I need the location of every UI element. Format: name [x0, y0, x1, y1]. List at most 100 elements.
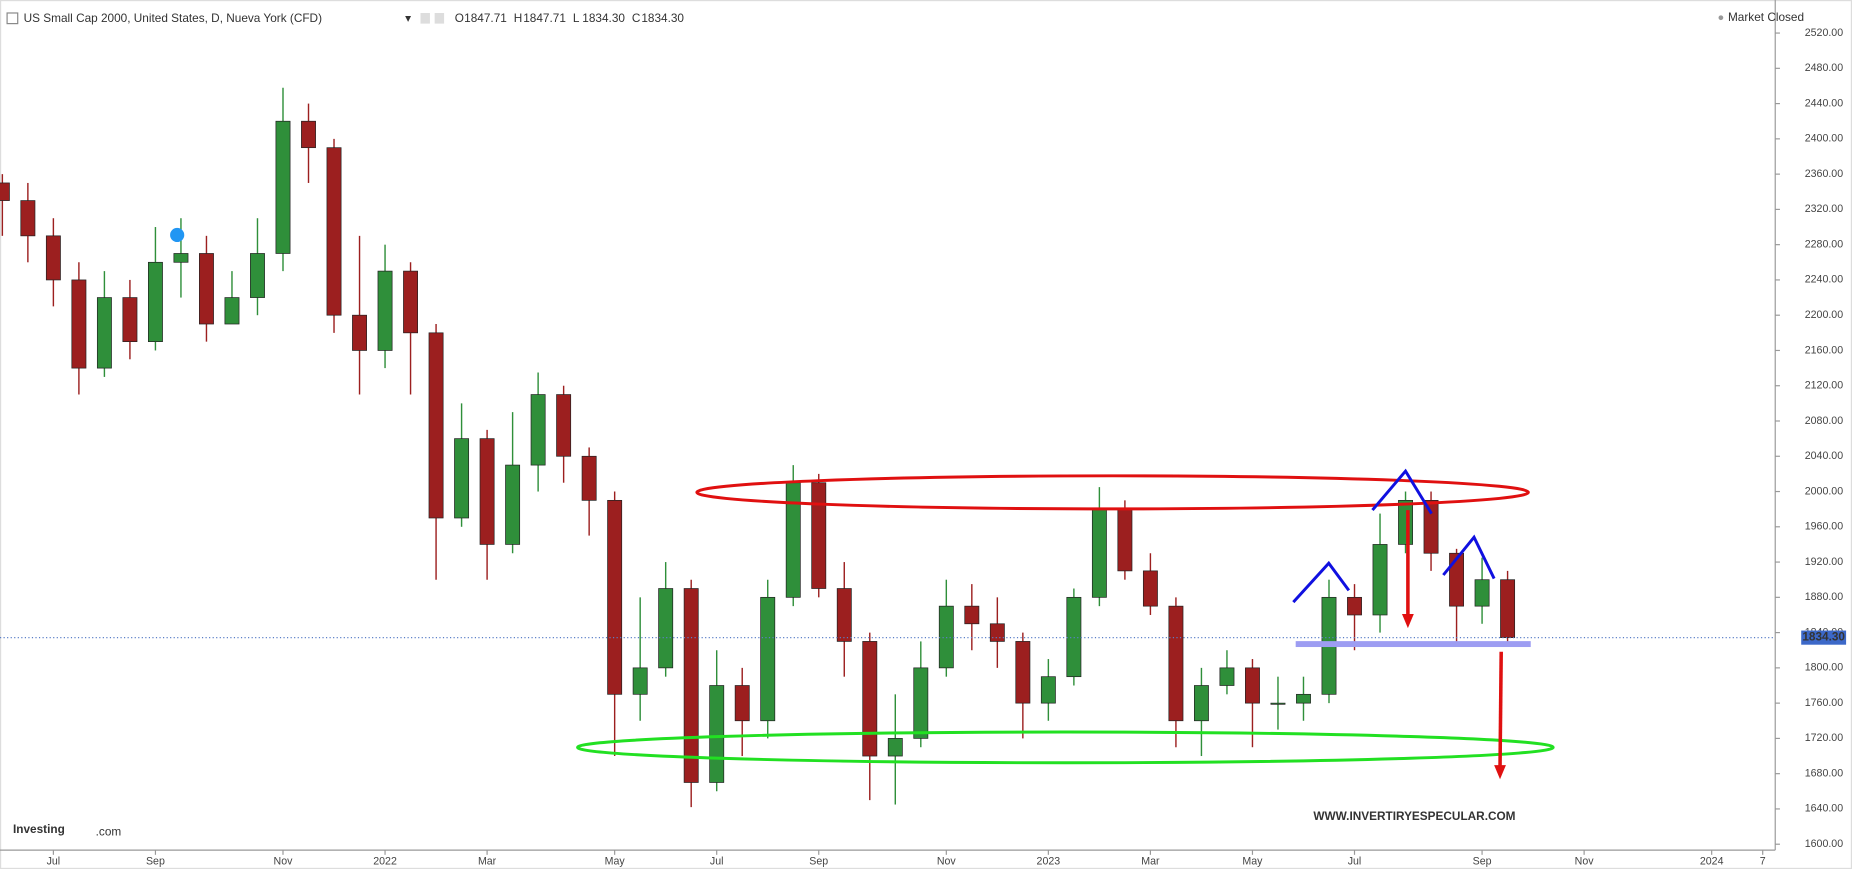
y-tick-label: 2320.00	[1805, 203, 1843, 215]
candle-body	[1270, 702, 1286, 705]
candle-body	[377, 270, 393, 351]
candle-body	[0, 182, 10, 201]
support-ellipse	[576, 730, 1555, 765]
logo-suffix: .com	[96, 825, 122, 839]
x-tick-label: Jul	[1348, 856, 1362, 868]
candle-body	[1500, 579, 1516, 638]
candle-body	[1372, 544, 1388, 616]
watermark: WWW.INVERTIRYESPECULAR.COM	[1313, 809, 1515, 823]
candle-body	[1245, 667, 1260, 704]
y-tick-label: 2040.00	[1805, 450, 1843, 462]
y-tick-label: 2080.00	[1805, 415, 1843, 427]
candle-body	[122, 297, 138, 343]
candle-body	[428, 332, 444, 519]
candle-body	[632, 667, 648, 695]
candle-body	[275, 120, 291, 254]
candle-body	[1347, 596, 1362, 616]
y-tick-label: 2200.00	[1805, 309, 1843, 321]
chart-title: US Small Cap 2000, United States, D, Nue…	[24, 11, 322, 25]
y-tick-label: 1720.00	[1805, 732, 1843, 744]
y-tick-label: 2400.00	[1805, 133, 1843, 145]
collapse-icon[interactable]	[6, 12, 19, 25]
candle-body	[1168, 605, 1184, 722]
x-tick-label: Sep	[1473, 856, 1492, 868]
y-tick-label: 1680.00	[1805, 767, 1843, 779]
candle-body	[556, 394, 572, 457]
y-tick-label: 2440.00	[1805, 97, 1843, 109]
head	[1371, 468, 1433, 515]
quote-value: 1834.30	[641, 11, 684, 25]
market-status: Market Closed	[1728, 10, 1804, 24]
y-tick-label: 2280.00	[1805, 238, 1843, 250]
x-tick-label: Sep	[146, 856, 165, 868]
y-tick-label: 1920.00	[1805, 556, 1843, 568]
x-tick-label: Nov	[274, 856, 294, 868]
candle-body	[1117, 508, 1133, 572]
candle-body	[1296, 693, 1311, 704]
candle-body	[147, 261, 163, 343]
y-tick-label: 2160.00	[1805, 344, 1843, 356]
candle-body	[683, 588, 699, 783]
arrow-head	[1401, 613, 1414, 629]
candle-body	[1474, 579, 1490, 607]
candle-body	[71, 279, 87, 369]
neckline	[1295, 641, 1531, 648]
quote-key: O	[455, 11, 464, 25]
candle-body	[352, 314, 367, 351]
candle-body	[709, 685, 725, 783]
x-tick-label: Sep	[809, 856, 828, 868]
candle-body	[862, 641, 878, 757]
quote-value: 1847.71	[523, 11, 566, 25]
last-price-badge	[1801, 630, 1847, 645]
candle-body	[301, 120, 316, 149]
quote-value: 1834.30	[582, 11, 625, 25]
last-price-label: 1834.30	[1802, 630, 1845, 644]
plot: 1600.00 1640.00 1680.00 1720.00 1760.00 1800.…	[0, 27, 1847, 868]
candle-body	[964, 605, 980, 625]
candle-body	[199, 253, 214, 325]
x-tick-label: May	[1242, 856, 1263, 868]
x-tick-label: Nov	[1575, 856, 1595, 868]
candle-body	[734, 685, 750, 722]
candle-body	[224, 297, 240, 325]
candle-body	[811, 482, 827, 589]
resistance-ellipse	[695, 474, 1530, 511]
right-shoulder	[1442, 534, 1496, 580]
dropdown-icon[interactable]: ▾	[405, 11, 411, 25]
candle-body	[658, 588, 674, 669]
quote-key: C	[632, 11, 641, 25]
candle-body	[836, 588, 852, 642]
event-marker[interactable]	[170, 227, 185, 243]
toolbar-icon[interactable]	[420, 12, 430, 24]
quote-key: L	[573, 11, 580, 25]
y-tick-label: 2240.00	[1805, 274, 1843, 286]
y-tick-label: 1960.00	[1805, 521, 1843, 533]
candle-body	[403, 270, 418, 334]
toolbar-icon[interactable]	[434, 12, 445, 24]
quote: O 1847.71 H 1847.71 L 1834.30 C 1834.30	[455, 11, 685, 25]
candle-body	[1398, 499, 1413, 545]
y-tick-label: 1800.00	[1805, 662, 1843, 674]
quote-key: H	[514, 11, 523, 25]
x-tick-label: Jul	[47, 856, 61, 868]
candle-body	[1040, 676, 1056, 704]
y-tick-label: 2000.00	[1805, 485, 1843, 497]
left-shoulder	[1292, 560, 1351, 604]
y-tick-label: 2480.00	[1805, 62, 1843, 74]
y-tick-label: 2520.00	[1805, 27, 1843, 39]
candle-body	[607, 499, 623, 695]
x-tick-label: Mar	[478, 856, 497, 868]
y-tick-label: 2360.00	[1805, 168, 1843, 180]
y-tick-label: 2120.00	[1805, 380, 1843, 392]
candle-body	[1066, 596, 1082, 678]
x-tick-label: Nov	[937, 856, 957, 868]
candle-body	[1142, 570, 1158, 607]
x-tick-label: 2023	[1037, 856, 1061, 868]
x-tick-label: 7	[1760, 856, 1766, 868]
candle-body	[938, 605, 954, 669]
x-tick-label: Mar	[1141, 856, 1160, 868]
candle-body	[173, 253, 189, 263]
candle-body	[1423, 499, 1439, 554]
candle-body	[1193, 685, 1209, 722]
